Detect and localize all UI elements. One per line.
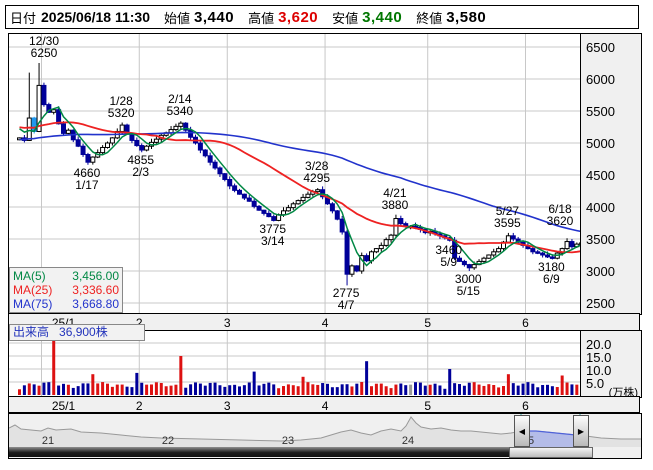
ma-legend-row: MA(25) 3,336.60 [13,283,119,297]
price-tick-label: 2500 [586,296,615,311]
ohlc-header: 日付 2025/06/18 11:30 始値 3,440 高値 3,620 安値… [5,5,639,29]
year-label: 24 [401,435,415,447]
month-label: 6 [522,399,529,413]
month-label: 25/1 [51,399,76,413]
month-label: 5 [424,399,432,413]
month-label: 2 [135,316,143,330]
price-tick-label: 4000 [586,200,615,215]
volume-tick-label: 20.0 [586,337,612,352]
volume-tick-label: 10.0 [586,363,612,378]
year-label: 22 [161,435,175,447]
volume-value-box: 出来高 36,900株 [9,324,145,341]
month-label: 3 [223,399,231,413]
volume-tick-label: 5.0 [586,376,605,391]
scrollbar-track[interactable] [9,447,509,457]
navigator-minichart [9,414,641,447]
ma-legend-row: MA(5) 3,456.00 [13,269,119,283]
month-label: 4 [321,399,329,413]
volume-tick-label: 15.0 [586,350,612,365]
volume-chart-plot[interactable] [8,330,589,398]
month-label: 4 [321,316,329,330]
ma-legend-value: 3,456.00 [72,269,119,283]
open-label: 始値 [164,10,191,26]
year-label: 21 [41,435,55,447]
high-value: 3,620 [278,8,319,26]
price-tick-label: 3000 [586,264,615,279]
volume-bars [9,331,589,397]
volume-label: 出来高 [13,325,50,339]
scrollbar-thumb[interactable] [509,447,593,458]
high-label: 高値 [248,10,275,26]
price-tick-label: 4500 [586,168,615,183]
ma-legend-row: MA(75) 3,668.80 [13,297,119,311]
open-value: 3,440 [194,8,235,26]
volume-value: 36,900株 [59,325,108,339]
ma-legend-label: MA(5) [13,269,46,283]
ma-legend-value: 3,336.60 [72,283,119,297]
month-label: 2 [135,399,143,413]
month-label: 3 [223,316,231,330]
right-arrow-icon: ▶ [577,426,585,436]
year-label: 23 [281,435,295,447]
ma-legend-value: 3,668.80 [72,297,119,311]
price-tick-label: 3500 [586,232,615,247]
price-axis-panel: 6500 6000 5500 5000 4500 4000 3500 3000 2500 [580,33,642,315]
date-label: 日付 [10,10,37,26]
price-tick-label: 5500 [586,104,615,119]
close-value: 3,580 [446,8,487,26]
price-tick-label: 6000 [586,72,615,87]
navigator-left-handle[interactable]: ◀ [514,415,530,447]
date-value: 2025/06/18 11:30 [41,9,151,25]
low-value: 3,440 [362,8,403,26]
ma-legend-label: MA(75) [13,297,53,311]
navigator-right-handle[interactable]: ▶ [573,415,589,447]
range-navigator: 2122232425 ◀ ▶ [8,413,642,459]
ma-legend-label: MA(25) [13,283,53,297]
low-label: 安値 [332,10,359,26]
left-arrow-icon: ◀ [518,426,526,436]
close-label: 終値 [416,10,443,26]
month-label: 5 [424,316,432,330]
price-tick-label: 6500 [586,40,615,55]
volume-axis-panel: 20.0 15.0 10.0 5.0 (万株) [580,330,642,399]
ma-legend: MA(5) 3,456.00 MA(25) 3,336.60 MA(75) 3,66… [9,267,123,313]
month-axis-bottom: 25/1 2 3 4 5 6 [8,396,640,413]
price-tick-label: 5000 [586,136,615,151]
month-label: 6 [522,316,529,330]
